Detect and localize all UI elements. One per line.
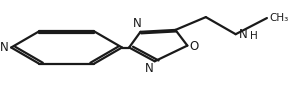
Text: O: O bbox=[190, 40, 199, 53]
Text: N: N bbox=[133, 17, 142, 30]
Text: CH₃: CH₃ bbox=[270, 13, 289, 23]
Text: H: H bbox=[250, 31, 258, 41]
Text: N: N bbox=[145, 62, 153, 75]
Text: N: N bbox=[239, 28, 248, 41]
Text: N: N bbox=[0, 41, 8, 54]
